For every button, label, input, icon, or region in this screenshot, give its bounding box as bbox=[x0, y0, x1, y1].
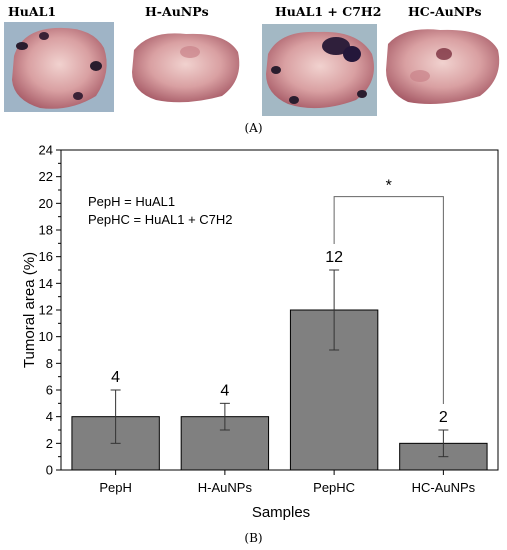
data-label: 4 bbox=[111, 369, 120, 386]
organ-photo-4 bbox=[386, 29, 500, 104]
lesion-spot bbox=[322, 37, 350, 55]
y-tick-label: 0 bbox=[46, 463, 53, 478]
data-label: 12 bbox=[325, 249, 343, 266]
organ-title-4: HC-AuNPs bbox=[408, 4, 482, 19]
organ-title-1: HuAL1 bbox=[8, 4, 57, 19]
lesion-spot bbox=[357, 90, 367, 98]
lesion-spot bbox=[271, 66, 281, 74]
data-label: 2 bbox=[439, 409, 448, 426]
y-tick-label: 24 bbox=[39, 143, 53, 158]
x-tick-label: PepH bbox=[99, 480, 132, 495]
data-label: 4 bbox=[220, 382, 229, 399]
error-bars bbox=[110, 269, 449, 458]
lesion-spot bbox=[73, 92, 83, 100]
significance-bracket bbox=[333, 196, 444, 404]
y-tick-label: 10 bbox=[39, 329, 53, 344]
lesion-spot bbox=[289, 96, 299, 104]
organ-photo-3 bbox=[266, 31, 374, 109]
y-tick-label: 12 bbox=[39, 303, 53, 318]
organ-texture bbox=[180, 46, 200, 58]
panel-a-label: (A) bbox=[244, 121, 263, 135]
y-tick-label: 22 bbox=[39, 169, 53, 184]
x-tick-label: H-AuNPs bbox=[198, 480, 253, 495]
organ-title-2: H-AuNPs bbox=[145, 4, 209, 19]
organ-photo-2 bbox=[132, 33, 240, 103]
annotation-pephc: PepHC = HuAL1 + C7H2 bbox=[88, 212, 233, 227]
bracket-line bbox=[333, 196, 444, 404]
panel-a: HuAL1 H-AuNPs HuAL1 + C7H2 HC-AuNPs bbox=[0, 0, 507, 140]
y-tick-label: 6 bbox=[46, 383, 53, 398]
organ-photos bbox=[4, 22, 500, 116]
panel-b-label: (B) bbox=[244, 531, 263, 545]
lesion-spot bbox=[39, 32, 49, 40]
organ-texture bbox=[410, 70, 430, 82]
x-axis: PepH H-AuNPs PepHC HC-AuNPs bbox=[99, 470, 476, 495]
y-tick-label: 16 bbox=[39, 249, 53, 264]
y-tick-label: 18 bbox=[39, 223, 53, 238]
organ-texture bbox=[436, 48, 452, 60]
organ-photo-1 bbox=[12, 27, 107, 109]
x-axis-title: Samples bbox=[252, 504, 310, 521]
data-labels: 4 4 12 2 bbox=[111, 249, 448, 426]
y-tick-label: 2 bbox=[46, 436, 53, 451]
y-tick-label: 20 bbox=[39, 196, 53, 211]
y-tick-label: 14 bbox=[39, 276, 53, 291]
y-tick-label: 4 bbox=[46, 409, 53, 424]
bars bbox=[71, 309, 488, 471]
x-tick-label: HC-AuNPs bbox=[412, 480, 476, 495]
x-tick-label: PepHC bbox=[313, 480, 355, 495]
significance-star: * bbox=[386, 178, 392, 195]
annotation-peph: PepH = HuAL1 bbox=[88, 194, 175, 209]
organ-title-3: HuAL1 + C7H2 bbox=[275, 4, 382, 19]
y-tick-label: 8 bbox=[46, 356, 53, 371]
lesion-spot bbox=[16, 42, 28, 50]
y-axis-title: Tumoral area (%) bbox=[21, 252, 38, 368]
lesion-spot bbox=[90, 61, 102, 71]
lesion-spot bbox=[343, 46, 361, 62]
